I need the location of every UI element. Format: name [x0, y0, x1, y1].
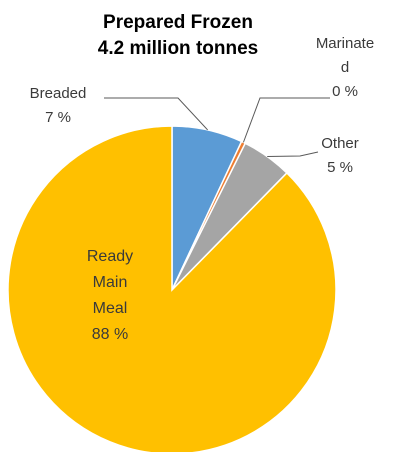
slice-label-ready-main-meal: Ready Main Meal 88 % — [87, 248, 133, 343]
leader-line-other — [267, 151, 319, 157]
leader-line-breaded — [104, 97, 209, 131]
chart-subtitle: 4.2 million tonnes — [98, 38, 258, 59]
slice-label-other: Other 5 % — [321, 135, 359, 176]
pie-slices — [7, 125, 337, 452]
pie-slice-ready-main-meal — [7, 125, 337, 452]
slice-labels: Breaded 7 % Marinate d 0 % Other 5 % Ready Main M… — [30, 35, 375, 343]
slice-label-breaded: Breaded 7 % — [30, 85, 87, 126]
slice-label-marinated: Marinate d 0 % — [316, 35, 374, 100]
chart-title: Prepared Frozen — [103, 12, 253, 33]
leader-lines — [104, 97, 330, 157]
leader-line-marinated — [242, 97, 330, 143]
